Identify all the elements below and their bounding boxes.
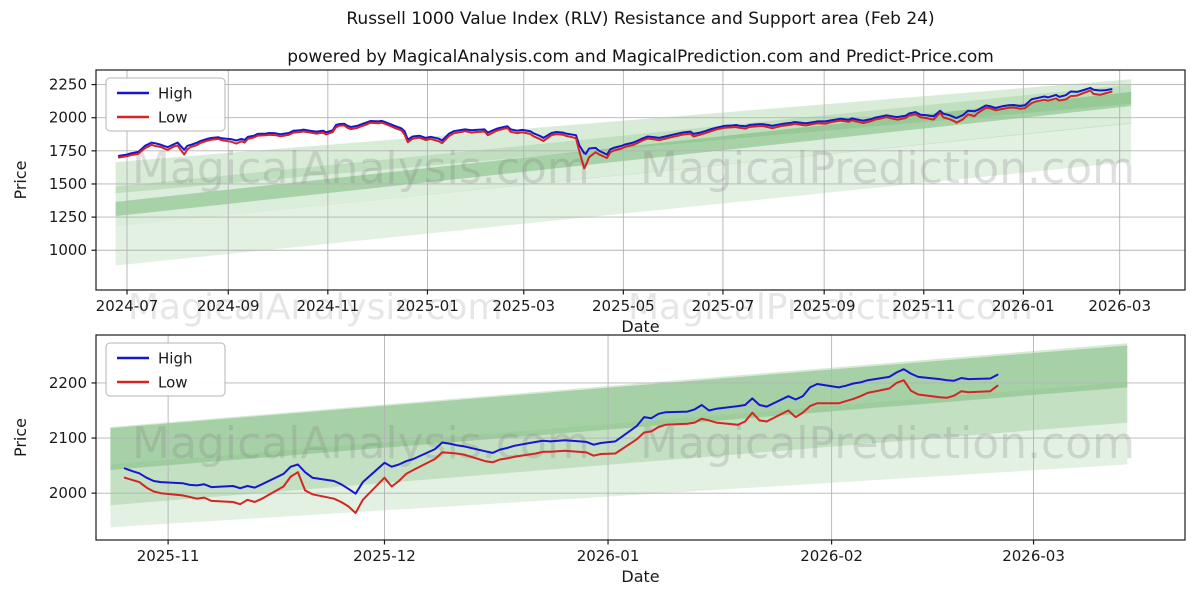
- watermark-right: MagicalPrediction.com: [640, 143, 1135, 194]
- x-axis-label: Date: [621, 567, 659, 586]
- x-tick-label: 2025-03: [492, 297, 555, 315]
- x-tick-label: 2025-01: [396, 297, 459, 315]
- legend-label-low: Low: [158, 374, 188, 392]
- series-line-high: [123, 368, 999, 495]
- y-tick-label: 2000: [49, 484, 87, 502]
- y-tick-label: 1750: [49, 142, 87, 160]
- axis-ticks: 2025-11 2025-12 2026-01 2026-02 2026-03 2000 2…: [49, 374, 1065, 565]
- chart-title: Russell 1000 Value Index (RLV) Resistanc…: [346, 9, 935, 29]
- y-tick-label: 2100: [49, 429, 87, 447]
- x-tick-label: 2025-12: [353, 547, 416, 565]
- watermark-left: MagicalAnalysis.com: [132, 418, 590, 469]
- support-resistance-bands: [110, 343, 1128, 528]
- x-tick-label: 2024-11: [296, 297, 359, 315]
- watermark-left: MagicalAnalysis.com: [128, 287, 502, 328]
- legend: High Low: [105, 77, 226, 132]
- band: [110, 343, 1128, 506]
- plot-border: [95, 69, 1186, 291]
- y-tick-label: 2250: [49, 76, 87, 94]
- watermark-right: MagicalPrediction.com: [640, 418, 1135, 469]
- legend-label-high: High: [158, 350, 192, 368]
- x-tick-label: 2024-07: [96, 297, 159, 315]
- x-tick-label: 2026-01: [577, 547, 640, 565]
- x-tick-label: 2025-11: [137, 547, 200, 565]
- x-axis-label: Date: [621, 317, 659, 336]
- x-tick-label: 2025-11: [892, 297, 955, 315]
- series-line-low: [123, 379, 999, 514]
- y-tick-label: 1250: [49, 208, 87, 226]
- legend: High Low: [105, 342, 226, 397]
- watermark-right: MagicalPrediction.com: [628, 287, 1033, 328]
- legend-label-high: High: [158, 85, 192, 103]
- gridlines: [96, 335, 1185, 540]
- y-tick-label: 1500: [49, 175, 87, 193]
- x-tick-label: 2025-09: [793, 297, 856, 315]
- x-tick-label: 2024-09: [197, 297, 260, 315]
- x-tick-label: 2026-03: [1002, 547, 1065, 565]
- series-line-high: [117, 86, 1113, 157]
- chart-0: MagicalAnalysis.com MagicalPrediction.com…: [11, 69, 1186, 336]
- x-tick-label: 2025-05: [592, 297, 655, 315]
- gridlines: [96, 70, 1185, 290]
- chart-subtitle: powered by MagicalAnalysis.com and Magic…: [287, 47, 994, 67]
- axis-ticks: 2024-07 2024-09 2024-11 2025-01 2025-03 2025-…: [49, 76, 1151, 315]
- chart-1: MagicalAnalysis.com MagicalPrediction.com…: [11, 334, 1186, 586]
- y-tick-label: 2000: [49, 109, 87, 127]
- y-axis-label: Price: [11, 418, 30, 457]
- y-tick-label: 2200: [49, 374, 87, 392]
- band: [110, 381, 1128, 528]
- band: [110, 345, 1128, 471]
- x-tick-label: 2026-03: [1088, 297, 1151, 315]
- x-tick-label: 2026-02: [800, 547, 863, 565]
- x-tick-label: 2025-07: [692, 297, 755, 315]
- series-line-low: [117, 89, 1113, 170]
- y-axis-label: Price: [11, 160, 30, 199]
- legend-label-low: Low: [158, 109, 188, 127]
- watermark-left: MagicalAnalysis.com: [132, 143, 590, 194]
- x-tick-label: 2026-01: [992, 297, 1055, 315]
- y-tick-label: 1000: [49, 241, 87, 259]
